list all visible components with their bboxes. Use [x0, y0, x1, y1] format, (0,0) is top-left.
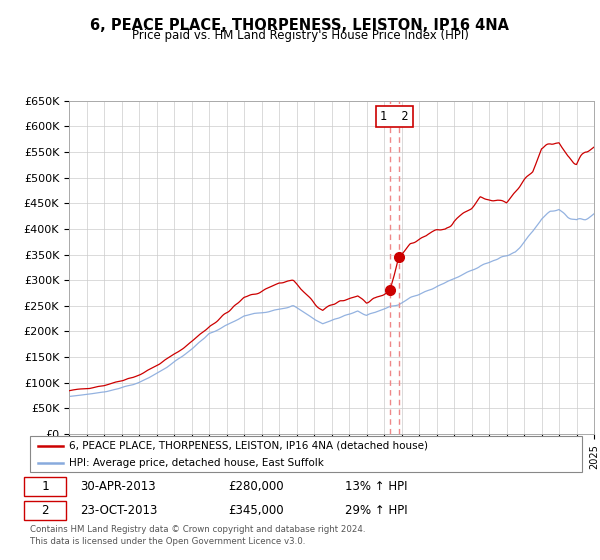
- Text: 1  2: 1 2: [380, 110, 409, 123]
- Text: 1: 1: [41, 480, 49, 493]
- Text: 6, PEACE PLACE, THORPENESS, LEISTON, IP16 4NA (detached house): 6, PEACE PLACE, THORPENESS, LEISTON, IP1…: [68, 441, 428, 451]
- Text: £280,000: £280,000: [229, 480, 284, 493]
- Text: 23-OCT-2013: 23-OCT-2013: [80, 504, 157, 517]
- Text: 29% ↑ HPI: 29% ↑ HPI: [344, 504, 407, 517]
- Text: HPI: Average price, detached house, East Suffolk: HPI: Average price, detached house, East…: [68, 458, 323, 468]
- Text: 2: 2: [41, 504, 49, 517]
- Text: 6, PEACE PLACE, THORPENESS, LEISTON, IP16 4NA: 6, PEACE PLACE, THORPENESS, LEISTON, IP1…: [91, 18, 509, 33]
- Text: £345,000: £345,000: [229, 504, 284, 517]
- Text: 13% ↑ HPI: 13% ↑ HPI: [344, 480, 407, 493]
- Text: Price paid vs. HM Land Registry's House Price Index (HPI): Price paid vs. HM Land Registry's House …: [131, 29, 469, 42]
- Text: Contains HM Land Registry data © Crown copyright and database right 2024.
This d: Contains HM Land Registry data © Crown c…: [30, 525, 365, 546]
- FancyBboxPatch shape: [25, 478, 66, 496]
- Text: 30-APR-2013: 30-APR-2013: [80, 480, 155, 493]
- FancyBboxPatch shape: [25, 501, 66, 520]
